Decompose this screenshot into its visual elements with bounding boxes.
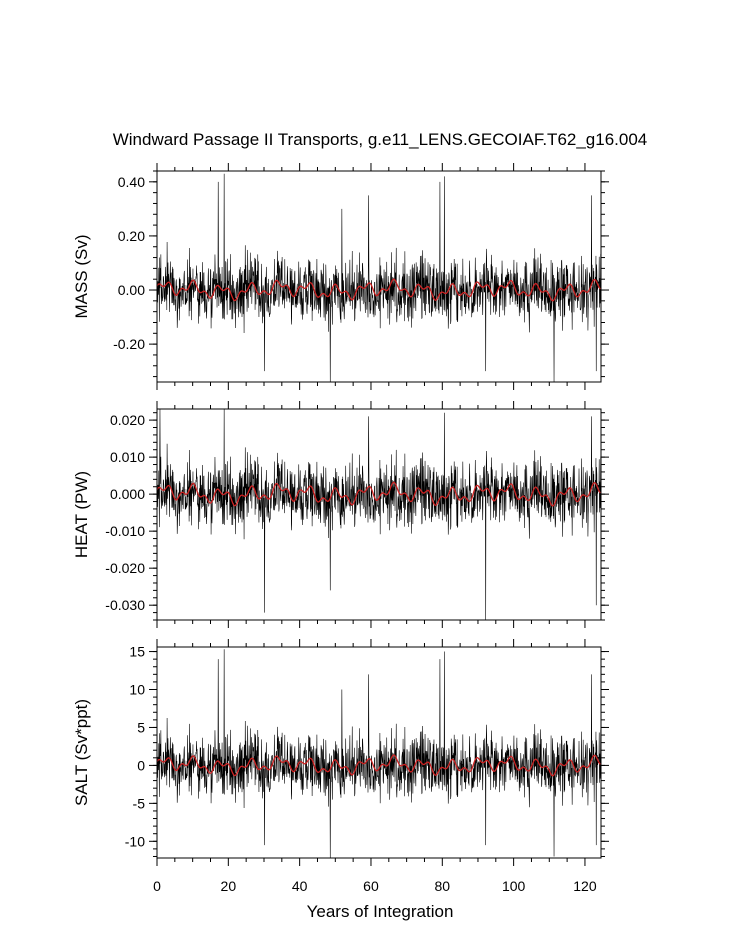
x-tick-label: 40 [292,878,308,894]
plot-frame-3 [156,646,602,859]
chart-title: Windward Passage II Transports, g.e11_LE… [113,130,648,149]
x-tick-label: 60 [363,878,379,894]
y-tick-label: 0.40 [118,174,145,190]
x-tick-label: 120 [573,878,597,894]
x-tick-label: 0 [153,878,161,894]
series-monthly-1 [157,173,601,382]
panel-2: 0.020 0.010 0.000 -0.010 -0.020 -0.030 HEAT (P… [72,401,609,628]
y-tick-label: 15 [129,644,145,660]
y-tick-label: 0.020 [110,412,145,428]
y-tick-label: -10 [125,833,145,849]
x-tick-label: 80 [435,878,451,894]
series-smoothed-3 [157,754,601,777]
series-monthly-2 [157,409,601,620]
plot-frame-1 [156,170,602,383]
x-tick-label: 20 [221,878,237,894]
y-axis-title-1: MASS (Sv) [72,234,91,318]
series-monthly-3 [157,649,601,858]
y-tick-label: 5 [137,719,145,735]
y-tick-label: 10 [129,682,145,698]
panel-3: 15 10 5 0 -5 -10 SALT (Sv*ppt) [72,639,609,866]
y-tick-label: 0.00 [118,282,145,298]
y-tick-label: -0.20 [113,336,145,352]
y-tick-label: 0.000 [110,486,145,502]
x-axis-title: Years of Integration [307,902,454,921]
y-tick-label: -0.020 [105,560,145,576]
y-tick-label: -0.010 [105,523,145,539]
y-tick-label: -5 [133,795,146,811]
y-axis-title-2: HEAT (PW) [72,471,91,558]
series-smoothed-1 [157,278,601,302]
x-tick-label: 100 [502,878,526,894]
y-tick-label: 0.010 [110,449,145,465]
y-tick-label: 0.20 [118,228,145,244]
y-tick-label: -0.030 [105,597,145,613]
plot-frame-2 [156,408,602,621]
panel-1: 0.40 0.20 0.00 -0.20 MASS (Sv) [72,163,609,390]
series-smoothed-2 [157,481,601,507]
y-axis-title-3: SALT (Sv*ppt) [72,699,91,806]
y-tick-label: 0 [137,757,145,773]
